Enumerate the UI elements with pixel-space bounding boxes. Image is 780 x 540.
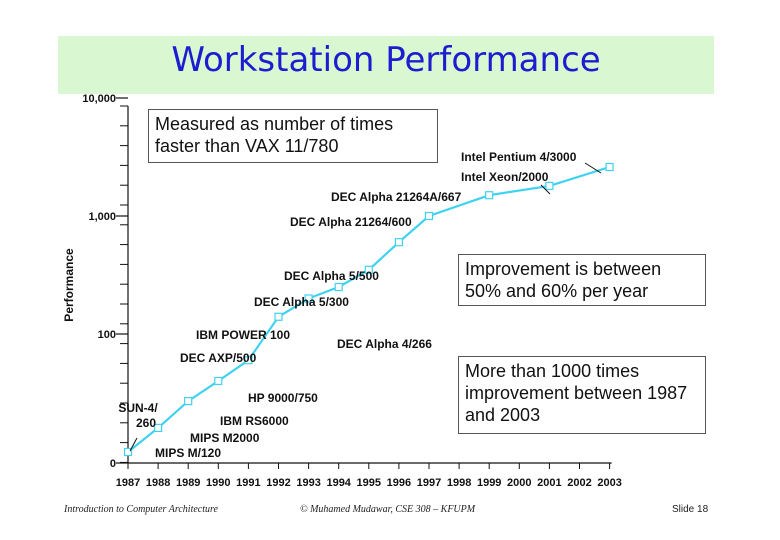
label-leader-line	[129, 437, 138, 452]
x-tick-label: 2001	[537, 477, 561, 489]
data-point	[545, 181, 554, 190]
data-point	[364, 265, 373, 274]
x-tick-label: 1988	[146, 477, 170, 489]
point-label: DEC Alpha 21264/600	[290, 215, 412, 229]
data-point	[123, 447, 133, 457]
point-label: HP 9000/750	[248, 391, 318, 405]
footer-slide-number: Slide 18	[672, 504, 709, 515]
point-label: IBM POWER 100	[196, 328, 290, 342]
title-banner: Workstation Performance	[58, 36, 714, 94]
label-leader-line	[584, 162, 602, 174]
x-tick-label: 1993	[296, 477, 320, 489]
point-label: Intel Pentium 4/3000	[461, 150, 577, 164]
x-tick-label: 1987	[116, 477, 140, 489]
point-label: 260	[136, 416, 156, 430]
point-label: DEC Alpha 5/500	[284, 269, 379, 283]
data-point	[334, 282, 343, 292]
x-tick-label: 1995	[357, 477, 381, 489]
x-tick-label: 2000	[507, 477, 531, 489]
x-tick-label: 1992	[266, 477, 290, 489]
x-tick-label: 1998	[447, 477, 471, 489]
chart-axes: 0 100 1,000 10,000 Performance 1987 1988 1989 19…	[62, 93, 622, 489]
y-tick-label: 10,000	[82, 93, 116, 105]
series-line	[127, 165, 610, 453]
point-label: DEC Alpha 4/266	[337, 337, 432, 351]
footer-copyright: © Muhamed Mudawar, CSE 308 – KFUPM	[300, 504, 476, 515]
y-tick-label: 0	[110, 458, 116, 470]
data-point	[244, 356, 253, 365]
x-tick-label: 1997	[417, 477, 441, 489]
x-tick-label: 1990	[206, 477, 230, 489]
x-tick-label: 1994	[326, 477, 351, 489]
data-point	[214, 376, 223, 386]
point-label: IBM RS6000	[220, 414, 289, 428]
x-tick-label: 1991	[236, 477, 260, 489]
point-label: MIPS M2000	[190, 431, 260, 445]
point-label: DEC Alpha 5/300	[254, 295, 349, 309]
data-point	[154, 423, 163, 433]
point-label: DEC Alpha 21264A/667	[331, 190, 462, 204]
footer-course: Introduction to Computer Architecture	[64, 504, 218, 515]
data-point	[424, 211, 434, 221]
data-point	[304, 294, 313, 303]
slide-title: Workstation Performance	[171, 40, 601, 80]
point-label: Intel Xeon/2000	[461, 170, 549, 184]
x-tick-label: 1996	[387, 477, 411, 489]
note-total-improvement: More than 1000 times improvement between…	[458, 356, 706, 434]
note-improvement-rate: Improvement is between 50% and 60% per y…	[458, 254, 706, 306]
note-measured: Measured as number of times faster than …	[148, 109, 438, 163]
x-tick-label: 1999	[477, 477, 501, 489]
x-tick-label: 1989	[176, 477, 200, 489]
point-label: SUN-4/	[118, 401, 158, 415]
data-point	[605, 162, 614, 172]
data-point	[394, 238, 403, 247]
point-label: DEC AXP/500	[180, 351, 257, 365]
data-point	[184, 396, 193, 406]
y-tick-label: 1,000	[88, 211, 116, 223]
label-leader-line	[540, 184, 551, 195]
x-tick-label: 2002	[567, 477, 591, 489]
y-tick-label: 100	[98, 329, 116, 341]
chart-series	[123, 162, 614, 457]
x-tick-label: 2003	[597, 477, 621, 489]
point-label: MIPS M/120	[155, 446, 221, 460]
data-point	[274, 312, 283, 321]
y-axis-title: Performance	[62, 248, 76, 322]
data-point	[485, 191, 494, 200]
